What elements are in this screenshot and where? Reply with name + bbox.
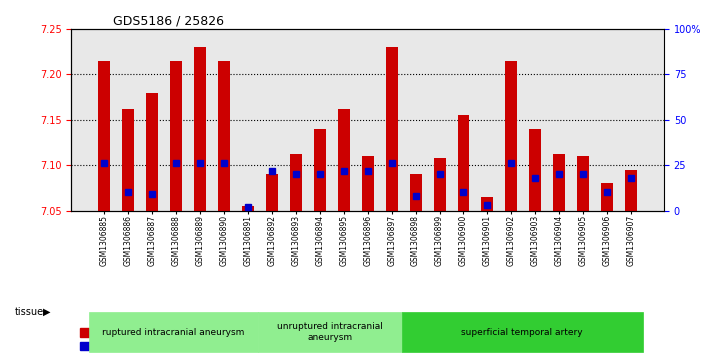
Bar bbox=[362, 156, 373, 211]
Bar bbox=[99, 61, 110, 211]
Bar bbox=[553, 154, 565, 211]
Text: ruptured intracranial aneurysm: ruptured intracranial aneurysm bbox=[102, 328, 245, 337]
Text: GDS5186 / 25826: GDS5186 / 25826 bbox=[113, 15, 224, 28]
Bar bbox=[194, 47, 206, 211]
Bar bbox=[122, 109, 134, 211]
Bar bbox=[458, 115, 470, 211]
Bar bbox=[601, 183, 613, 211]
Bar bbox=[386, 47, 398, 211]
Bar bbox=[506, 61, 518, 211]
Bar bbox=[266, 174, 278, 211]
Bar bbox=[529, 129, 541, 211]
Bar bbox=[314, 129, 326, 211]
Bar bbox=[170, 61, 182, 211]
Text: tissue: tissue bbox=[14, 307, 44, 317]
Bar bbox=[338, 109, 350, 211]
Bar bbox=[290, 154, 302, 211]
Text: ▶: ▶ bbox=[43, 307, 51, 317]
Text: superficial temporal artery: superficial temporal artery bbox=[461, 328, 583, 337]
Bar bbox=[625, 170, 637, 211]
Bar bbox=[242, 206, 254, 211]
Bar bbox=[146, 93, 159, 211]
Bar bbox=[218, 61, 230, 211]
Bar bbox=[481, 197, 493, 211]
Bar bbox=[577, 156, 589, 211]
Bar bbox=[433, 158, 446, 211]
Text: unruptured intracranial
aneurysm: unruptured intracranial aneurysm bbox=[277, 322, 383, 342]
Bar bbox=[410, 174, 421, 211]
Legend: transformed count, percentile rank within the sample: transformed count, percentile rank withi… bbox=[76, 325, 253, 355]
